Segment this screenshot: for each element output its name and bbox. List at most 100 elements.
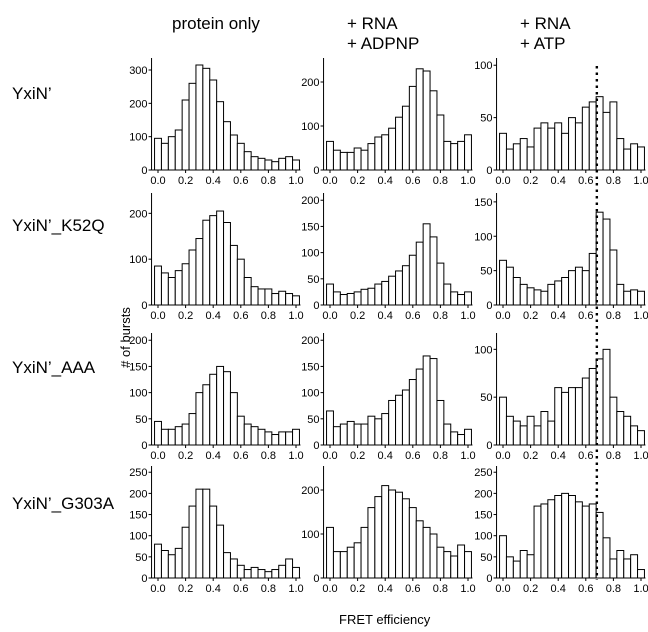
histogram-bar bbox=[443, 551, 452, 579]
histogram-bar bbox=[236, 258, 245, 306]
x-tick-label: 0.6 bbox=[405, 450, 420, 462]
histogram-bar bbox=[257, 569, 266, 579]
histogram-bar bbox=[499, 396, 507, 446]
histogram-bar bbox=[450, 555, 459, 579]
x-tick-label: 0.4 bbox=[206, 175, 221, 187]
histogram-bar bbox=[209, 79, 218, 171]
x-tick-label: 1.0 bbox=[288, 450, 303, 462]
histogram-bar bbox=[181, 423, 190, 446]
histogram-bar bbox=[630, 554, 639, 579]
histogram-panel-yxin-k52q-protein-only: 0.0 0.2 0.4 0.6 0.8 1.0 0 100 200 bbox=[129, 193, 304, 322]
histogram-bar bbox=[223, 371, 231, 446]
histogram-bar bbox=[188, 82, 197, 171]
histogram-bar bbox=[264, 288, 273, 306]
x-tick-label: 0.6 bbox=[578, 310, 593, 322]
histogram-bar bbox=[367, 287, 376, 306]
histogram-bar bbox=[326, 283, 334, 306]
histogram-bar bbox=[216, 210, 225, 306]
histogram-bar bbox=[443, 283, 452, 306]
y-tick-label: 0 bbox=[486, 300, 492, 312]
histogram-bar bbox=[623, 148, 632, 171]
x-tick-label: 0.6 bbox=[405, 175, 420, 187]
histogram-bar bbox=[332, 551, 341, 579]
histogram-bar bbox=[292, 428, 300, 446]
histogram-bar bbox=[216, 101, 225, 171]
x-tick-label: 1.0 bbox=[633, 175, 648, 187]
histogram-bar bbox=[381, 413, 390, 446]
histogram-bar bbox=[167, 554, 176, 579]
histogram-bar bbox=[285, 156, 294, 171]
histogram-bar bbox=[401, 389, 410, 446]
y-tick-label: 50 bbox=[480, 113, 492, 125]
histogram-bar bbox=[561, 132, 570, 171]
histogram-bar bbox=[278, 157, 287, 171]
column-header-line1: + RNA bbox=[347, 14, 398, 33]
histogram-bar bbox=[167, 428, 176, 446]
x-tick-label: 0.0 bbox=[495, 175, 510, 187]
histogram-bar bbox=[623, 290, 632, 306]
histogram-bar bbox=[202, 67, 211, 171]
histogram-bar bbox=[154, 543, 162, 579]
histogram-bar bbox=[637, 146, 645, 171]
x-tick-label: 1.0 bbox=[460, 310, 475, 322]
x-tick-label: 0.8 bbox=[433, 310, 448, 322]
y-tick-label: 200 bbox=[129, 208, 147, 220]
histogram-bar bbox=[422, 355, 431, 446]
histogram-bar bbox=[339, 423, 348, 446]
column-header-rna-adpnp: + RNA + ADPNP bbox=[347, 14, 419, 54]
histogram-bar bbox=[505, 148, 514, 171]
x-tick-label: 0.6 bbox=[233, 175, 248, 187]
histogram-bar bbox=[188, 249, 197, 306]
x-tick-label: 0.0 bbox=[495, 310, 510, 322]
histogram-bar bbox=[547, 283, 556, 306]
histogram-bar bbox=[243, 277, 252, 306]
y-tick-label: 0 bbox=[313, 165, 319, 177]
histogram-bar bbox=[526, 146, 535, 171]
x-tick-label: 0.2 bbox=[178, 175, 193, 187]
histogram-bar bbox=[623, 558, 632, 579]
histogram-bar bbox=[326, 140, 334, 171]
histogram-panel-yxin-k52q-rna-adpnp: 0.0 0.2 0.4 0.6 0.8 1.0 0 50 100 150 200 bbox=[301, 193, 476, 322]
histogram-bar bbox=[326, 526, 334, 579]
histogram-bar bbox=[160, 550, 169, 579]
x-tick-label: 0.2 bbox=[523, 583, 538, 595]
histogram-bar bbox=[512, 277, 521, 306]
x-tick-label: 0.8 bbox=[261, 175, 276, 187]
x-tick-label: 0.6 bbox=[578, 583, 593, 595]
histogram-bar bbox=[223, 222, 231, 306]
column-header-line2: + ATP bbox=[520, 34, 566, 53]
histogram-bar bbox=[257, 157, 266, 171]
histogram-bar bbox=[195, 488, 204, 579]
y-tick-label: 100 bbox=[301, 529, 319, 541]
y-tick-label: 300 bbox=[129, 65, 147, 77]
histogram-bar bbox=[436, 546, 445, 579]
histogram-bar bbox=[526, 287, 535, 306]
y-tick-label: 150 bbox=[474, 197, 492, 209]
y-tick-label: 0 bbox=[313, 300, 319, 312]
x-tick-label: 0.4 bbox=[206, 450, 221, 462]
y-tick-label: 100 bbox=[129, 388, 147, 400]
histogram-bar bbox=[360, 423, 369, 446]
histogram-bar bbox=[637, 290, 645, 306]
x-tick-label: 0.2 bbox=[350, 450, 365, 462]
histogram-bar bbox=[499, 259, 507, 306]
histogram-bar bbox=[554, 387, 563, 446]
histogram-bar bbox=[395, 270, 403, 306]
y-tick-label: 0 bbox=[141, 165, 147, 177]
histogram-bar bbox=[174, 426, 183, 446]
histogram-bar bbox=[464, 134, 472, 171]
row-label-yxin: YxiN’ bbox=[12, 84, 52, 103]
histogram-bar bbox=[229, 558, 238, 579]
y-tick-label: 100 bbox=[129, 132, 147, 144]
y-tick-label: 50 bbox=[480, 552, 492, 564]
histogram-bar bbox=[602, 218, 611, 306]
histogram-bar bbox=[278, 431, 287, 446]
y-tick-label: 50 bbox=[135, 552, 147, 564]
x-tick-label: 0.2 bbox=[350, 175, 365, 187]
x-axis-title: FRET efficiency bbox=[339, 612, 431, 627]
histogram-bar bbox=[374, 136, 383, 171]
histogram-panel-yxin-aaa-protein-only: 0.0 0.2 0.4 0.6 0.8 1.0 0 50 100 150 200 bbox=[129, 333, 304, 462]
y-tick-label: 200 bbox=[301, 195, 319, 207]
x-tick-label: 1.0 bbox=[460, 175, 475, 187]
histogram-bar bbox=[443, 140, 452, 171]
